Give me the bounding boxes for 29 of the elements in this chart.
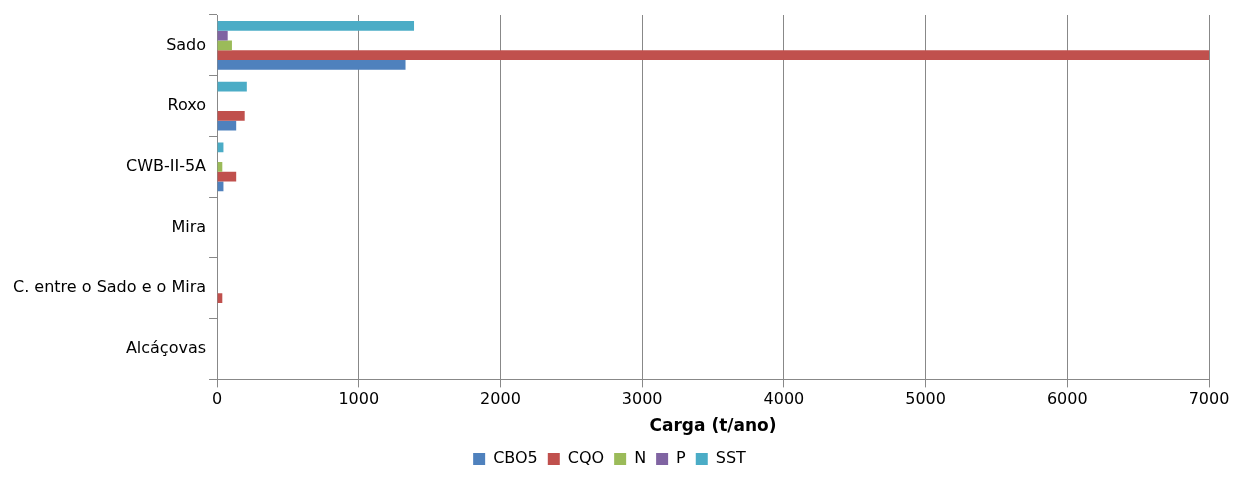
- legend-label: SST: [715, 448, 747, 468]
- x-tick-label: 2000: [480, 389, 521, 409]
- bar: [217, 21, 415, 31]
- x-tick-label: 5000: [905, 389, 946, 409]
- bar: [217, 59, 406, 70]
- legend-label: CBO5: [493, 448, 538, 468]
- x-tick-label: 7000: [1188, 389, 1230, 409]
- legend-label: N: [634, 448, 647, 468]
- y-tick-label: C. entre o Sado e o Mira: [13, 277, 207, 297]
- x-tick-label: 4000: [763, 389, 805, 409]
- y-tick-label: CWB-II-5A: [125, 155, 207, 175]
- bar: [217, 30, 228, 41]
- x-tick-label: 6000: [1046, 389, 1088, 409]
- x-tick-label: 3000: [621, 389, 663, 409]
- y-tick-label: Sado: [166, 34, 207, 54]
- x-tick-label: 1000: [338, 389, 380, 409]
- legend-label: P: [676, 448, 687, 468]
- bar: [217, 50, 1209, 60]
- y-tick-label: Alcáçovas: [125, 338, 207, 358]
- bar: [217, 171, 237, 182]
- bar: [217, 110, 245, 121]
- bar: [217, 40, 232, 51]
- x-axis-title: Carga (t/ano): [649, 415, 777, 436]
- legend-label: CQO: [567, 448, 605, 468]
- bar: [217, 81, 247, 92]
- x-tick-label: 0: [211, 389, 223, 409]
- bar: [217, 120, 237, 131]
- y-tick-label: Roxo: [167, 95, 207, 115]
- y-tick-label: Mira: [171, 216, 207, 236]
